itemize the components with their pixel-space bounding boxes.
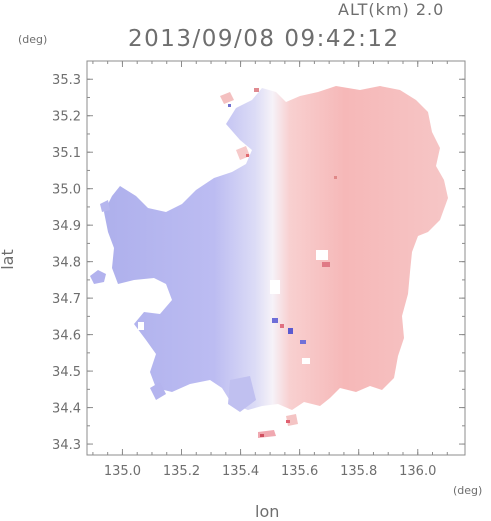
y-tick-label: 34.4 xyxy=(52,402,81,417)
y-tick-label: 35.2 xyxy=(52,110,81,125)
y-axis-ticks: 34.3 34.4 34.5 34.6 34.7 34.8 34.9 35.0 35.1 35.2… xyxy=(52,60,465,453)
x-axis-label: lon xyxy=(255,502,280,521)
x-tick-label: 135.8 xyxy=(340,464,377,479)
plot-frame xyxy=(86,60,466,456)
x-tick-label: 135.6 xyxy=(281,464,318,479)
y-tick-label: 34.8 xyxy=(52,256,81,271)
radar-data-field xyxy=(90,86,448,438)
y-tick-label: 34.3 xyxy=(52,438,81,453)
y-unit-label: (deg) xyxy=(18,33,48,46)
y-tick-label: 35.1 xyxy=(52,146,81,161)
x-tick-label: 135.2 xyxy=(163,464,200,479)
y-tick-label: 34.6 xyxy=(52,329,81,344)
y-tick-label: 35.0 xyxy=(52,183,81,198)
x-tick-label: 136.0 xyxy=(399,464,436,479)
y-tick-label: 34.5 xyxy=(52,365,81,380)
x-tick-label: 135.4 xyxy=(222,464,259,479)
y-tick-label: 35.3 xyxy=(52,73,81,88)
y-tick-label: 34.9 xyxy=(52,219,81,234)
timestamp-title: 2013/09/08 09:42:12 xyxy=(128,26,400,52)
x-unit-label: (deg) xyxy=(453,484,483,497)
x-axis-ticks: 135.0 135.2 135.4 135.6 135.8 136.0 xyxy=(92,61,448,479)
altitude-label: ALT(km) 2.0 xyxy=(338,0,445,19)
y-tick-label: 34.7 xyxy=(52,292,81,307)
x-tick-label: 135.0 xyxy=(104,464,141,479)
